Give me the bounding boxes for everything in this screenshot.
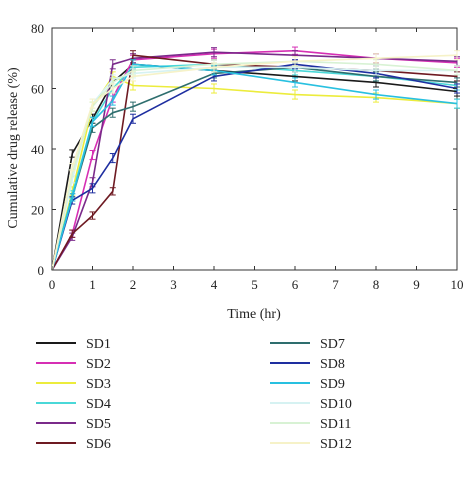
y-tick-label: 20	[31, 203, 44, 218]
x-tick-label: 3	[170, 277, 177, 292]
x-tick-label: 7	[332, 277, 339, 292]
legend-label: SD9	[320, 377, 345, 392]
x-tick-label: 5	[251, 277, 258, 292]
y-tick-label: 0	[38, 263, 45, 278]
legend-item-sd3: SD3	[36, 377, 111, 392]
legend-item-sd12: SD12	[270, 437, 352, 452]
legend-label: SD3	[86, 377, 111, 392]
legend: SD1 SD2 SD3 SD4 SD5 SD6 SD7 SD8 SD9 SD10 SD11 SD12	[36, 337, 352, 452]
y-tick-label: 40	[31, 142, 44, 157]
legend-label: SD1	[86, 337, 111, 352]
legend-item-sd10: SD10	[270, 397, 352, 412]
legend-label: SD5	[86, 417, 111, 432]
legend-item-sd2: SD2	[36, 357, 111, 372]
legend-label: SD2	[86, 357, 111, 372]
legend-item-sd11: SD11	[270, 417, 351, 432]
legend-label: SD6	[86, 437, 111, 452]
legend-item-sd5: SD5	[36, 417, 111, 432]
x-axis-title: Time (hr)	[227, 307, 281, 322]
y-tick-label: 80	[31, 21, 44, 36]
x-tick-label: 0	[49, 277, 56, 292]
legend-label: SD7	[320, 337, 345, 352]
legend-label: SD11	[320, 417, 351, 432]
legend-item-sd9: SD9	[270, 377, 345, 392]
x-tick-label: 6	[292, 277, 299, 292]
legend-item-sd7: SD7	[270, 337, 345, 352]
legend-label: SD10	[320, 397, 352, 412]
x-tick-label: 1	[89, 277, 96, 292]
x-tick-label: 10	[451, 277, 464, 292]
legend-label: SD8	[320, 357, 345, 372]
legend-item-sd6: SD6	[36, 437, 111, 452]
legend-item-sd4: SD4	[36, 397, 111, 412]
legend-item-sd1: SD1	[36, 337, 111, 352]
y-axis-title: Cumulative drug release (%)	[6, 67, 21, 229]
series-sd12	[51, 50, 460, 271]
y-tick-label: 60	[31, 82, 44, 97]
legend-label: SD4	[86, 397, 111, 412]
x-tick-label: 9	[413, 277, 420, 292]
x-tick-label: 2	[130, 277, 137, 292]
legend-label: SD12	[320, 437, 352, 452]
x-tick-label: 8	[373, 277, 380, 292]
x-tick-label: 4	[211, 277, 218, 292]
legend-item-sd8: SD8	[270, 357, 345, 372]
